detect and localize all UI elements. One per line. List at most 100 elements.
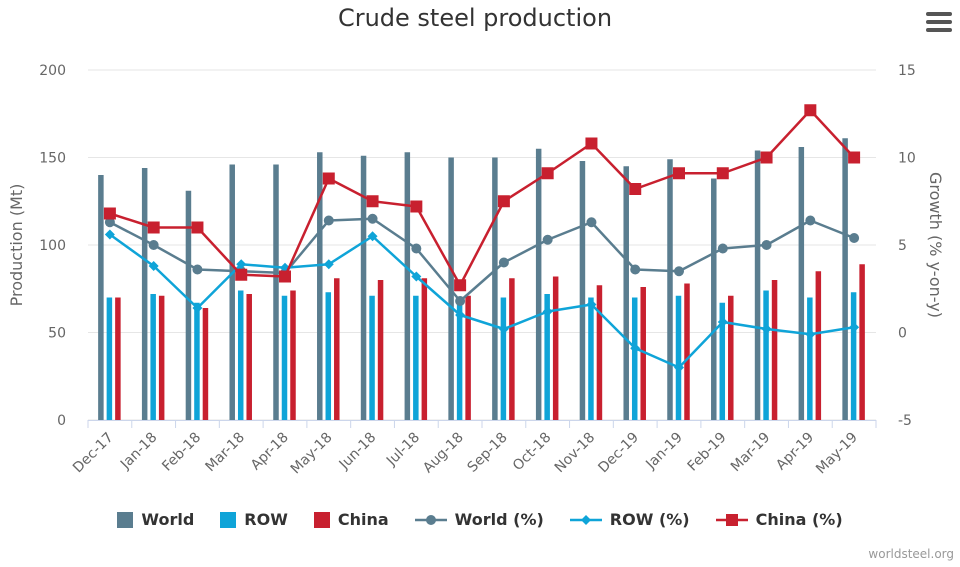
marker-row-pct: [411, 271, 422, 282]
y-right-tick-label: 0: [898, 326, 907, 342]
x-tick-label: Sep-18: [465, 430, 511, 476]
legend-label: ROW: [244, 510, 288, 529]
bar-world: [141, 168, 148, 420]
line-world-pct: [109, 217, 855, 303]
legend-item[interactable]: ROW: [220, 510, 288, 529]
marker-row-pct: [805, 329, 816, 340]
marker-row-pct: [542, 306, 553, 317]
marker-china-pct: [410, 200, 423, 213]
marker-row-pct: [236, 259, 247, 270]
x-tick-label: Mar-18: [203, 430, 249, 476]
bar-row: [237, 290, 244, 420]
menu-bar: [926, 12, 952, 16]
marker-world-pct: [586, 217, 597, 228]
marker-world-pct: [192, 264, 203, 275]
marker-china-pct: [497, 195, 510, 208]
marker-china-pct: [235, 268, 248, 281]
legend-item[interactable]: ROW (%): [569, 510, 690, 529]
marker-china-pct: [541, 167, 554, 180]
marker-china-pct: [366, 195, 379, 208]
bar-world: [535, 148, 542, 420]
legend-label: ROW (%): [609, 510, 690, 529]
bar-world: [492, 157, 498, 420]
marker-world-pct: [630, 264, 641, 275]
bar-china: [115, 297, 121, 420]
bar-world: [273, 164, 279, 420]
marker-world-pct: [717, 243, 728, 254]
x-tick-label: Oct-18: [510, 430, 555, 475]
marker-row-pct: [455, 310, 466, 320]
legend-item[interactable]: World (%): [414, 510, 544, 529]
menu-bar: [926, 28, 952, 32]
bar-row: [456, 299, 463, 420]
legend-item[interactable]: China: [313, 510, 389, 529]
bar-china: [552, 276, 559, 420]
marker-row-pct: [630, 343, 641, 354]
x-tick-label: Jul-18: [383, 430, 423, 470]
legend-label: World: [141, 510, 195, 529]
line-row-pct: [109, 233, 855, 369]
y-left-tick-label: 150: [39, 151, 66, 167]
x-tick-label: Apr-18: [248, 430, 292, 474]
bar-china: [771, 280, 778, 420]
marker-china-pct: [848, 151, 861, 164]
bar-world: [711, 178, 717, 420]
y-left-tick-label: 100: [39, 238, 66, 254]
bar-row: [500, 297, 507, 420]
x-tick-label: Nov-18: [552, 430, 599, 477]
bar-china: [290, 290, 296, 420]
marker-row-pct: [192, 303, 203, 313]
marker-china-pct: [585, 137, 598, 150]
bar-china: [640, 287, 646, 420]
legend-symbol: [220, 511, 237, 528]
marker-world-pct: [323, 215, 334, 226]
legend-item[interactable]: World: [117, 510, 194, 529]
marker-china-pct: [629, 183, 642, 195]
marker-row-pct: [717, 317, 728, 327]
bar-row: [544, 294, 550, 420]
legend-label: China (%): [755, 510, 843, 529]
bar-row: [675, 295, 682, 420]
bar-world: [229, 164, 235, 420]
marker-row-pct: [367, 231, 378, 242]
legend-symbol: [313, 511, 330, 528]
marker-row-pct: [761, 324, 772, 334]
marker-row-pct: [104, 229, 115, 240]
credit-text[interactable]: worldsteel.org: [868, 547, 954, 561]
bar-world: [754, 150, 761, 420]
bar-china: [158, 295, 165, 420]
x-tick-label: Jan-18: [117, 430, 160, 473]
bar-world: [667, 159, 673, 420]
legend-item[interactable]: China (%): [715, 510, 843, 529]
bar-china: [509, 278, 515, 420]
marker-world-pct: [411, 243, 422, 254]
marker-world-pct: [367, 213, 378, 224]
marker-world-pct: [455, 296, 466, 306]
bar-world: [98, 175, 104, 420]
hamburger-menu-icon[interactable]: [926, 12, 952, 36]
x-tick-label: May-18: [288, 430, 336, 478]
bar-china: [596, 285, 603, 420]
legend-label: China: [337, 510, 389, 529]
bar-world: [579, 161, 586, 420]
marker-china-pct: [454, 279, 467, 292]
y-right-tick-label: 15: [898, 63, 916, 79]
marker-world-pct: [542, 234, 553, 245]
marker-row-pct: [323, 259, 334, 270]
bar-world: [404, 152, 411, 420]
x-tick-label: Aug-18: [420, 430, 467, 477]
marker-china-pct: [322, 172, 335, 185]
x-tick-label: Jan-19: [642, 430, 685, 473]
y-right-tick-label: 5: [898, 238, 907, 254]
y-right-axis-title: Growth (% y-on-y): [926, 172, 945, 318]
bar-china: [421, 278, 428, 420]
x-tick-label: Dec-17: [70, 430, 117, 477]
x-tick-label: Feb-18: [159, 430, 204, 475]
marker-china-pct: [804, 104, 817, 117]
marker-world-pct: [104, 217, 115, 228]
bar-world: [185, 190, 192, 420]
marker-row-pct: [849, 322, 860, 333]
y-left-axis-title: Production (Mt): [7, 184, 26, 307]
marker-china-pct: [279, 270, 291, 283]
bar-world: [842, 138, 848, 420]
